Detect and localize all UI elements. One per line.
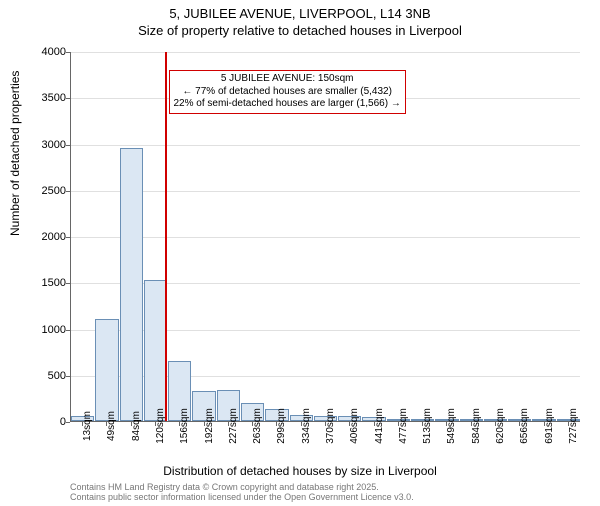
- gridline: [71, 237, 580, 238]
- xtick-mark: [519, 422, 520, 426]
- xtick-label: 227sqm: [228, 408, 239, 444]
- xtick-mark: [155, 422, 156, 426]
- xtick-label: 584sqm: [471, 408, 482, 444]
- histogram-bar: [95, 319, 118, 421]
- xtick-mark: [276, 422, 277, 426]
- xtick-mark: [82, 422, 83, 426]
- xtick-mark: [204, 422, 205, 426]
- ytick-mark: [66, 145, 70, 146]
- ytick-mark: [66, 98, 70, 99]
- ytick-label: 0: [16, 416, 66, 428]
- xtick-mark: [325, 422, 326, 426]
- ytick-mark: [66, 52, 70, 53]
- xtick-mark: [179, 422, 180, 426]
- xtick-label: 370sqm: [325, 408, 336, 444]
- marker-line: [165, 52, 167, 421]
- ytick-label: 4000: [16, 46, 66, 58]
- xtick-label: 49sqm: [106, 411, 117, 441]
- xtick-mark: [374, 422, 375, 426]
- ytick-label: 3000: [16, 139, 66, 151]
- xtick-mark: [228, 422, 229, 426]
- chart-plot-area: 5 JUBILEE AVENUE: 150sqm← 77% of detache…: [70, 52, 580, 422]
- xtick-label: 513sqm: [422, 408, 433, 444]
- gridline: [71, 145, 580, 146]
- xtick-mark: [471, 422, 472, 426]
- xtick-mark: [446, 422, 447, 426]
- xtick-mark: [544, 422, 545, 426]
- xtick-label: 620sqm: [495, 408, 506, 444]
- ytick-mark: [66, 376, 70, 377]
- xtick-mark: [422, 422, 423, 426]
- xtick-label: 477sqm: [398, 408, 409, 444]
- ytick-mark: [66, 330, 70, 331]
- xtick-mark: [131, 422, 132, 426]
- footer-line-1: Contains HM Land Registry data © Crown c…: [70, 482, 414, 492]
- xtick-mark: [106, 422, 107, 426]
- xtick-mark: [398, 422, 399, 426]
- ytick-mark: [66, 191, 70, 192]
- x-axis-label: Distribution of detached houses by size …: [0, 464, 600, 478]
- ytick-label: 2500: [16, 185, 66, 197]
- xtick-label: 549sqm: [446, 408, 457, 444]
- xtick-label: 656sqm: [519, 408, 530, 444]
- xtick-label: 156sqm: [179, 408, 190, 444]
- xtick-mark: [349, 422, 350, 426]
- ytick-label: 1000: [16, 324, 66, 336]
- xtick-label: 192sqm: [204, 408, 215, 444]
- xtick-label: 120sqm: [155, 408, 166, 444]
- gridline: [71, 52, 580, 53]
- gridline: [71, 191, 580, 192]
- ytick-label: 3500: [16, 92, 66, 104]
- ytick-mark: [66, 283, 70, 284]
- xtick-label: 84sqm: [131, 411, 142, 441]
- xtick-label: 441sqm: [374, 408, 385, 444]
- xtick-mark: [252, 422, 253, 426]
- xtick-label: 263sqm: [252, 408, 263, 444]
- xtick-label: 299sqm: [276, 408, 287, 444]
- marker-annotation-line: 5 JUBILEE AVENUE: 150sqm: [174, 73, 401, 86]
- ytick-label: 2000: [16, 231, 66, 243]
- xtick-label: 727sqm: [568, 408, 579, 444]
- address-title: 5, JUBILEE AVENUE, LIVERPOOL, L14 3NB: [0, 6, 600, 21]
- xtick-label: 334sqm: [301, 408, 312, 444]
- marker-annotation-line: ← 77% of detached houses are smaller (5,…: [174, 86, 401, 99]
- xtick-label: 13sqm: [82, 411, 93, 441]
- xtick-label: 691sqm: [544, 408, 555, 444]
- ytick-label: 1500: [16, 277, 66, 289]
- xtick-mark: [568, 422, 569, 426]
- marker-annotation-line: 22% of semi-detached houses are larger (…: [174, 98, 401, 111]
- xtick-mark: [301, 422, 302, 426]
- ytick-label: 500: [16, 370, 66, 382]
- footer-line-2: Contains public sector information licen…: [70, 492, 414, 502]
- ytick-mark: [66, 422, 70, 423]
- ytick-mark: [66, 237, 70, 238]
- histogram-bar: [120, 148, 143, 421]
- xtick-label: 406sqm: [349, 408, 360, 444]
- xtick-mark: [495, 422, 496, 426]
- subtitle: Size of property relative to detached ho…: [0, 23, 600, 38]
- marker-annotation: 5 JUBILEE AVENUE: 150sqm← 77% of detache…: [169, 70, 406, 114]
